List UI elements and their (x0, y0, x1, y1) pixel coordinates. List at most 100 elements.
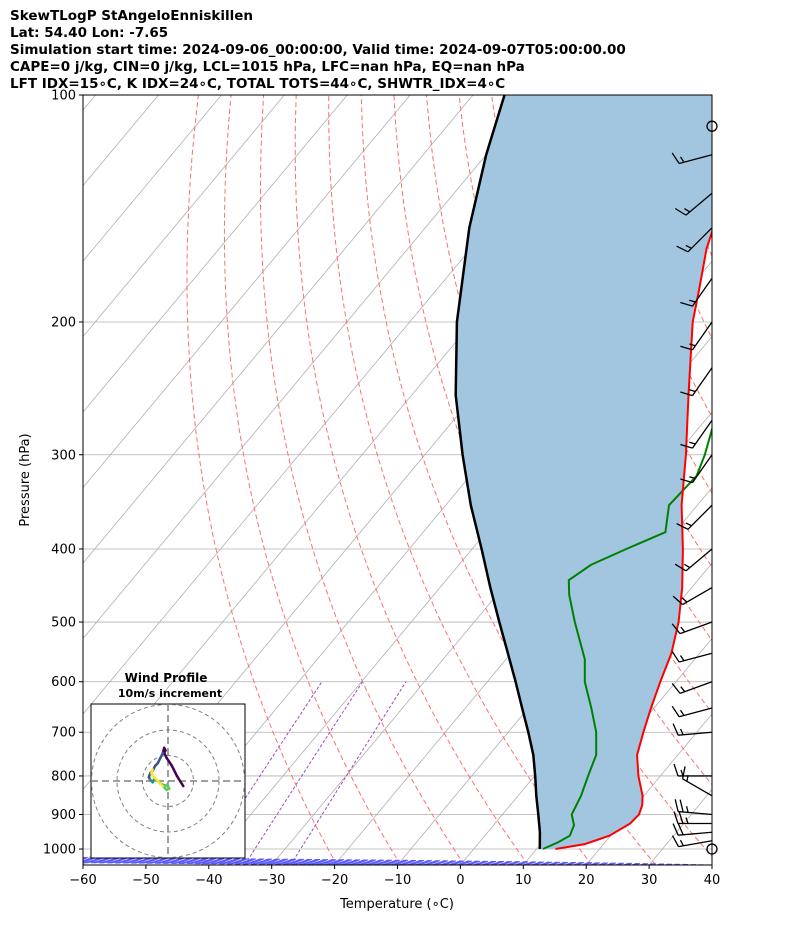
y-tick-label: 100 (51, 89, 76, 104)
barb-shaft (691, 367, 713, 396)
barb-flag (680, 478, 693, 484)
isotherm-gridline (83, 95, 222, 262)
barb-half-flag (689, 441, 696, 445)
dry-adiabat-line (223, 95, 402, 865)
isotherm-gridline (397, 486, 712, 865)
hodograph-subtitle: 10m/s increment (118, 687, 222, 700)
isotherm-gridline (83, 95, 474, 564)
barb-shaft (678, 831, 713, 836)
barb-flag (680, 345, 693, 351)
barb-half-flag (681, 597, 688, 603)
y-tick-label: 700 (51, 726, 76, 741)
y-tick-label: 900 (51, 808, 76, 823)
calm-wind-circle (706, 843, 718, 855)
barb-half-flag (679, 709, 685, 716)
index-line: LFT IDX=15∘C, K IDX=24∘C, TOTAL TOTS=44∘… (10, 76, 506, 92)
wind-barb (671, 835, 713, 848)
wind-barb (674, 799, 713, 816)
barb-shaft (678, 652, 713, 663)
cape-line: CAPE=0 j/kg, CIN=0 j/kg, LCL=1015 hPa, L… (10, 59, 525, 75)
cape-shading (455, 95, 712, 849)
barb-flag (673, 811, 679, 824)
barb-shaft (687, 227, 713, 253)
barb-half-flag (679, 156, 685, 163)
parcel-path-line (454, 95, 542, 850)
x-tick-label: 10 (515, 873, 532, 888)
x-tick-label: 20 (578, 873, 595, 888)
wind-barb (672, 723, 713, 736)
dry-adiabat-line (186, 95, 338, 865)
dry-adiabat-line (752, 95, 794, 865)
y-tick-label: 600 (51, 675, 76, 690)
mixing-ratio-line (201, 681, 323, 865)
x-tick-label: 40 (704, 873, 721, 888)
y-axis-ticks: 1000 900 800 700 600 500 400 300 200 100 (43, 89, 83, 858)
barb-shaft (682, 586, 713, 606)
chart-title: SkewTLogP StAngeloEnniskillen (10, 8, 253, 24)
barb-half-flag (684, 563, 691, 569)
dry-adiabat-line (294, 95, 529, 865)
barb-flag (676, 245, 689, 253)
hodograph-title: Wind Profile (125, 671, 208, 685)
barb-flag (679, 799, 684, 813)
moist-adiabat-line (83, 858, 662, 865)
wind-barb (672, 586, 713, 606)
wind-barbs (671, 120, 718, 855)
barb-flag (674, 799, 679, 812)
barb-half-flag (689, 299, 696, 303)
barb-flag (680, 443, 693, 449)
barb-shaft (691, 419, 713, 449)
hodograph-trace-segment (150, 768, 154, 775)
barb-shaft (678, 154, 713, 165)
wind-barb (680, 321, 713, 351)
y-tick-label: 300 (51, 448, 76, 463)
barb-shaft (682, 778, 713, 797)
barb-flag (674, 563, 687, 572)
wind-barb (674, 192, 713, 216)
barb-shaft (679, 681, 713, 694)
isotherm-gridline (83, 95, 411, 489)
barb-flag (680, 301, 693, 307)
mixing-ratio-line (290, 681, 407, 865)
temperature-line (555, 229, 712, 850)
barb-flag (671, 623, 681, 635)
barb-flag (671, 835, 680, 847)
barb-half-flag (689, 389, 696, 393)
barb-flag (676, 523, 689, 530)
mixing-ratio-line (244, 681, 363, 865)
wind-barb (706, 843, 718, 855)
barb-shaft (678, 707, 713, 718)
barb-half-flag (684, 208, 691, 213)
y-tick-label: 1000 (43, 843, 76, 858)
y-tick-label: 200 (51, 315, 76, 330)
wind-barb (676, 504, 713, 530)
profile-lines (454, 95, 712, 850)
x-tick-label: −20 (321, 873, 348, 888)
chart-header: SkewTLogP StAngeloEnniskillen Lat: 54.40… (10, 8, 626, 93)
isotherm-gridline (711, 864, 712, 865)
wind-barb (673, 811, 712, 825)
barb-shaft (678, 840, 713, 848)
wind-barb (706, 120, 718, 132)
location-line: Lat: 54.40 Lon: -7.65 (10, 25, 169, 41)
wind-barb (674, 548, 713, 572)
dry-adiabat-line (588, 95, 712, 418)
wind-barb (672, 822, 713, 836)
wind-barb (673, 763, 712, 777)
barb-half-flag (679, 728, 684, 736)
x-tick-label: −30 (258, 873, 285, 888)
moist-adiabat-line (83, 857, 712, 865)
barb-shaft (691, 277, 713, 307)
dry-adiabat-line (785, 95, 794, 865)
barb-shaft (691, 321, 713, 351)
barb-flag (674, 207, 687, 216)
x-axis-ticks: −60 −50 −40 −30 −20 −10 0 10 20 30 40 (69, 865, 720, 888)
cin-shaded-area (455, 95, 712, 849)
dry-adiabat-line (458, 95, 712, 714)
isotherm-gridline (83, 95, 348, 413)
wind-barb (671, 681, 713, 694)
barb-shaft (691, 454, 713, 483)
x-axis-label: Temperature (∘C) (339, 897, 454, 912)
barb-flag (671, 683, 681, 694)
